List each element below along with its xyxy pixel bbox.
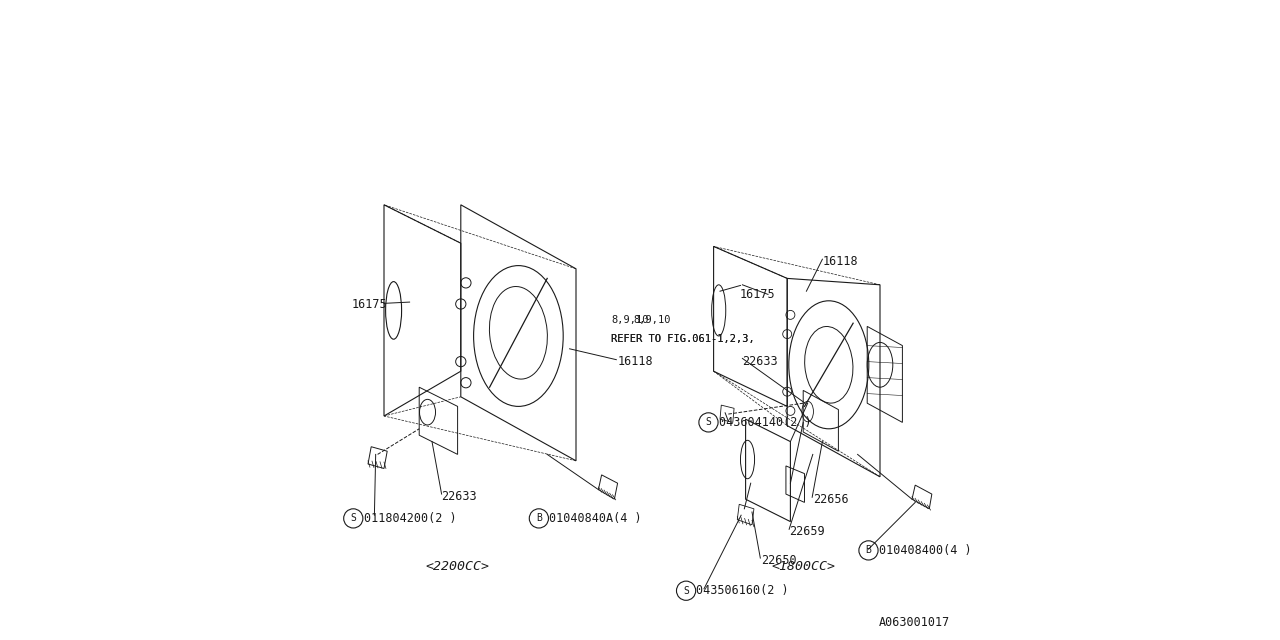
Text: 22633: 22633	[742, 355, 778, 368]
Text: 16118: 16118	[618, 355, 653, 368]
Text: 043506160(2 ): 043506160(2 )	[696, 584, 788, 597]
Text: 16175: 16175	[352, 298, 388, 310]
Text: <2200CC>: <2200CC>	[425, 560, 490, 573]
Text: S: S	[705, 417, 712, 428]
Text: 8,9,10: 8,9,10	[634, 315, 671, 325]
Text: 8,9,10: 8,9,10	[612, 315, 649, 325]
Text: 010408400(4 ): 010408400(4 )	[879, 544, 972, 557]
Text: REFER TO FIG.061-1,2,3,: REFER TO FIG.061-1,2,3,	[612, 334, 755, 344]
Text: S: S	[684, 586, 689, 596]
Text: 22633: 22633	[442, 490, 477, 502]
Text: 16175: 16175	[740, 288, 774, 301]
Text: 16118: 16118	[823, 255, 858, 268]
Text: B: B	[865, 545, 872, 556]
Text: 22650: 22650	[762, 554, 797, 566]
Text: 01040840A(4 ): 01040840A(4 )	[549, 512, 641, 525]
Text: REFER TO FIG.061-1,2,3,: REFER TO FIG.061-1,2,3,	[612, 334, 755, 344]
Text: 043604140(2 ): 043604140(2 )	[719, 416, 812, 429]
Text: A063001017: A063001017	[879, 616, 950, 628]
Text: <1800CC>: <1800CC>	[771, 560, 836, 573]
Text: B: B	[536, 513, 541, 524]
Text: 22656: 22656	[813, 493, 849, 506]
Text: 22659: 22659	[788, 525, 824, 538]
Text: S: S	[351, 513, 356, 524]
Text: 011804200(2 ): 011804200(2 )	[364, 512, 456, 525]
